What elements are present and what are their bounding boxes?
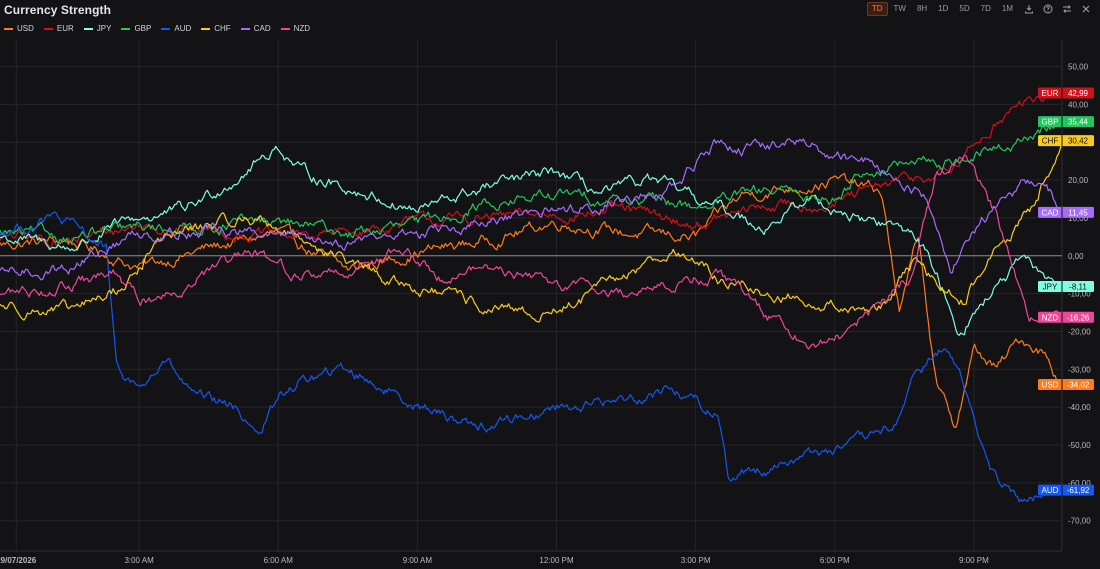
legend-item-cad[interactable]: CAD — [241, 24, 271, 33]
tag-currency: JPY — [1043, 282, 1058, 291]
legend-swatch — [281, 28, 290, 30]
legend-item-aud[interactable]: AUD — [161, 24, 191, 33]
legend-item-usd[interactable]: USD — [4, 24, 34, 33]
last-value-tag-chf: CHF 30,42 — [1038, 135, 1094, 146]
legend-swatch — [44, 28, 53, 30]
last-value-tag-cad: CAD 11,45 — [1038, 207, 1094, 218]
x-tick-label: 6:00 AM — [264, 556, 294, 565]
last-value-tag-nzd: NZD -16,26 — [1038, 312, 1094, 323]
y-tick-label: -40,00 — [1068, 403, 1091, 412]
series-line-usd — [0, 173, 1062, 427]
x-tick-label: 6:00 PM — [820, 556, 850, 565]
legend-item-nzd[interactable]: NZD — [281, 24, 310, 33]
last-value-tag-aud: AUD -61,92 — [1038, 485, 1094, 496]
y-axis: 50,0040,0030,0020,0010,000,00-10,00-20,0… — [1068, 62, 1091, 525]
last-value-tag-usd: USD -34,02 — [1038, 379, 1094, 390]
legend-swatch — [201, 28, 210, 30]
timeframe-7d[interactable]: 7D — [976, 2, 996, 16]
legend-swatch — [241, 28, 250, 30]
tag-value: 42,99 — [1068, 89, 1089, 98]
y-tick-label: 50,00 — [1068, 62, 1089, 71]
series-line-cad — [0, 139, 1062, 280]
y-tick-label: 20,00 — [1068, 176, 1089, 185]
tag-currency: EUR — [1042, 89, 1059, 98]
x-tick-label: 9:00 AM — [403, 556, 433, 565]
tag-value: -61,92 — [1067, 486, 1090, 495]
tag-currency: GBP — [1042, 118, 1059, 127]
timeframe-8h[interactable]: 8H — [912, 2, 932, 16]
tag-currency: CAD — [1042, 208, 1059, 217]
tag-currency: USD — [1042, 381, 1059, 390]
timeframe-5d[interactable]: 5D — [954, 2, 974, 16]
tag-value: -16,26 — [1067, 313, 1090, 322]
y-tick-label: -30,00 — [1068, 365, 1091, 374]
x-tick-label: 3:00 AM — [124, 556, 154, 565]
help-icon[interactable] — [1040, 2, 1056, 16]
y-tick-label: -50,00 — [1068, 441, 1091, 450]
legend-item-gbp[interactable]: GBP — [121, 24, 151, 33]
y-tick-label: 0,00 — [1068, 252, 1084, 261]
last-value-tag-eur: EUR 42,99 — [1038, 88, 1094, 99]
legend: USD EUR JPY GBP AUD CHF CAD NZD — [4, 24, 310, 33]
x-tick-label: 12:00 PM — [539, 556, 574, 565]
series-line-aud — [0, 212, 1062, 502]
close-icon[interactable] — [1078, 2, 1094, 16]
legend-item-eur[interactable]: EUR — [44, 24, 74, 33]
legend-swatch — [121, 28, 130, 30]
legend-item-chf[interactable]: CHF — [201, 24, 230, 33]
download-icon[interactable] — [1021, 2, 1037, 16]
y-tick-label: -70,00 — [1068, 517, 1091, 526]
x-axis: 29/07/2026 3:00 AM 6:00 AM 9:00 AM 12:00 PM 3… — [0, 556, 989, 565]
timeframe-1m[interactable]: 1M — [997, 2, 1018, 16]
timeframe-td[interactable]: TD — [867, 2, 888, 16]
x-tick-label: 29/07/2026 — [0, 556, 37, 565]
swap-icon[interactable] — [1059, 2, 1075, 16]
last-value-tag-gbp: GBP 35,44 — [1038, 116, 1094, 127]
tag-currency: AUD — [1042, 486, 1059, 495]
timeframe-1d[interactable]: 1D — [933, 2, 953, 16]
legend-swatch — [4, 28, 13, 30]
y-tick-label: 40,00 — [1068, 100, 1089, 109]
last-value-tag-jpy: JPY -8,11 — [1038, 281, 1094, 292]
tag-currency: NZD — [1042, 313, 1059, 322]
series-lines — [0, 88, 1062, 501]
tag-value: -34,02 — [1067, 381, 1090, 390]
x-tick-label: 9:00 PM — [959, 556, 989, 565]
tag-value: 30,42 — [1068, 137, 1089, 146]
y-tick-label: -20,00 — [1068, 327, 1091, 336]
last-value-tags: EUR 42,99 GBP 35,44 CHF 30,42 CAD 11,45 JPY -8,11… — [1038, 88, 1094, 496]
series-line-nzd — [0, 155, 1062, 349]
page-title: Currency Strength — [4, 3, 111, 17]
tag-value: 11,45 — [1068, 208, 1088, 217]
timeframe-tw[interactable]: TW — [889, 2, 911, 16]
legend-swatch — [84, 28, 93, 30]
legend-swatch — [161, 28, 170, 30]
x-tick-label: 3:00 PM — [681, 556, 711, 565]
tag-value: -8,11 — [1069, 282, 1087, 291]
legend-item-jpy[interactable]: JPY — [84, 24, 112, 33]
timeframe-toolbar: TD TW 8H 1D 5D 7D 1M — [866, 2, 1094, 16]
tag-currency: CHF — [1042, 137, 1059, 146]
header-bar: Currency Strength TD TW 8H 1D 5D 7D 1M — [0, 0, 1100, 20]
tag-value: 35,44 — [1068, 118, 1089, 127]
